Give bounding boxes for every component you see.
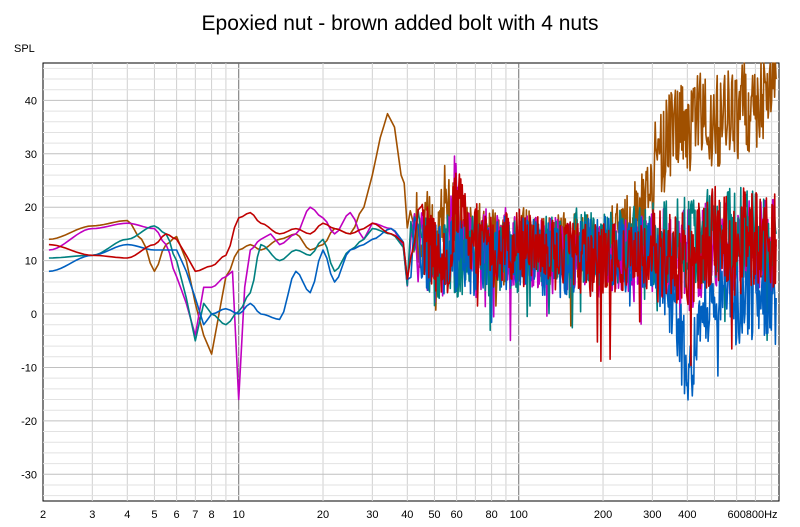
x-tick-label: 8 bbox=[209, 509, 215, 521]
x-tick-label: 2 bbox=[40, 509, 46, 521]
x-tick-label: 40 bbox=[401, 509, 413, 521]
series-lines bbox=[48, 62, 777, 401]
x-tick-label: 600 bbox=[727, 509, 745, 521]
x-tick-label: 30 bbox=[366, 509, 378, 521]
x-tick-label: 300 bbox=[643, 509, 661, 521]
x-tick-label: 60 bbox=[450, 509, 462, 521]
y-tick-label: 10 bbox=[25, 256, 37, 268]
x-tick-label: 6 bbox=[174, 509, 180, 521]
x-tick-label: 200 bbox=[594, 509, 612, 521]
y-tick-labels: 40 30 20 10 0 -10 -20 -30 bbox=[21, 95, 37, 481]
x-tick-label: 4 bbox=[124, 509, 130, 521]
x-tick-label: 5 bbox=[151, 509, 157, 521]
y-axis-label: SPL bbox=[14, 43, 35, 55]
y-tick-label: 30 bbox=[25, 149, 37, 161]
x-tick-label: 800Hz bbox=[746, 509, 778, 521]
y-tick-label: 0 bbox=[31, 309, 37, 321]
x-tick-label: 50 bbox=[428, 509, 440, 521]
chart-title: Epoxied nut - brown added bolt with 4 nu… bbox=[202, 12, 599, 35]
y-tick-label: 20 bbox=[25, 202, 37, 214]
x-tick-label: 3 bbox=[89, 509, 95, 521]
y-tick-label: 40 bbox=[25, 95, 37, 107]
x-tick-label: 400 bbox=[678, 509, 696, 521]
x-tick-label: 7 bbox=[192, 509, 198, 521]
y-tick-label: -20 bbox=[21, 416, 37, 428]
x-tick-label: 100 bbox=[510, 509, 528, 521]
x-tick-label: 10 bbox=[233, 509, 245, 521]
y-tick-label: -30 bbox=[21, 469, 37, 481]
y-tick-label: -10 bbox=[21, 362, 37, 374]
x-tick-label: 20 bbox=[317, 509, 329, 521]
x-tick-labels: 2 3 4 5 6 7 8 10 20 30 40 50 60 80 100 200 300 400 600 800H… bbox=[40, 509, 778, 521]
x-tick-label: 80 bbox=[485, 509, 497, 521]
series-line-5 bbox=[48, 172, 777, 367]
